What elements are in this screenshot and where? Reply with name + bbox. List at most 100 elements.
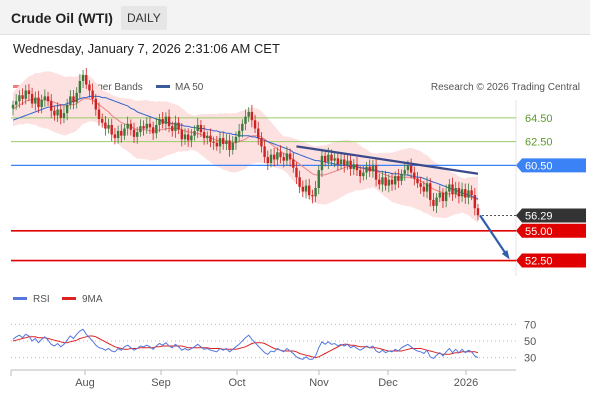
candle-body [43,96,47,100]
legend-label-ma50: MA 50 [175,82,204,93]
candle-body [368,166,371,172]
x-tick-label-3: Nov [309,377,329,389]
candle-body [381,177,384,185]
candle-body [397,176,400,181]
candle-body [464,189,467,198]
candle-body [457,188,461,197]
candle-body [88,84,91,91]
candle-body [234,136,238,143]
x-tick-label-5: 2026 [454,377,478,389]
candle-body [422,186,426,192]
candle-body [250,111,254,121]
x-tick-label-0: Aug [75,377,95,389]
candle-body [11,104,15,109]
candle-body [432,199,435,206]
level-label-5: 52.50 [525,256,553,268]
candle-body [429,183,432,200]
candle-body [378,179,381,185]
candle-body [400,173,403,181]
candle-body [454,188,457,194]
candle-body [110,124,113,135]
candle-body [123,128,126,136]
candle-body [311,195,314,197]
candle-body [78,80,82,93]
candle-body [174,122,177,131]
candle-body [190,135,193,141]
candle-body [94,98,98,110]
level-label-1: 62.50 [525,137,553,149]
candle-body [69,96,72,105]
level-label-0: 64.50 [525,113,553,125]
candle-body [72,96,75,103]
legend-swatch-9ma [62,297,76,300]
candle-body [393,176,397,185]
level-box-4 [516,223,586,238]
level-box-5 [516,253,586,268]
candle-body [244,116,247,124]
candle-body [365,166,368,173]
candle-body [409,165,413,173]
candle-body [59,109,62,118]
candle-body [323,155,327,162]
candle-body [298,177,301,187]
candle-body [85,75,88,85]
candle-body [460,189,464,197]
candle-body [222,138,225,144]
level-labels: 64.50 62.50 60.50 56.29 55.00 52.50 [516,113,586,268]
candle-body [339,159,343,165]
candle-body [343,159,346,166]
candle-body [371,165,375,172]
candle-body [292,159,295,168]
x-tick-label-1: Sep [151,377,171,389]
candle-body [276,152,279,160]
candle-body [260,138,263,147]
candle-body [126,123,129,129]
candle-body [330,154,333,161]
candle-body [40,100,43,108]
candle-body [285,153,289,161]
legend-swatch-rsi [13,297,27,300]
candle-body [257,128,260,139]
projection-arrow-head [501,250,510,260]
candle-body [263,146,266,158]
candle-body [346,160,349,166]
candle-body [129,123,133,130]
rsi-line [12,328,479,360]
candle-body [225,140,228,144]
candle-body [21,95,24,99]
candle-body [253,120,257,129]
candle-body [183,134,187,140]
candle-body [320,155,324,171]
level-lines [11,117,516,262]
candle-body [272,154,276,160]
candle-body [34,97,37,104]
level-box-2 [516,158,586,173]
candle-body [266,157,269,164]
level-label-4: 55.00 [525,226,553,238]
candle-body [97,109,101,120]
rsi-9ma-line [12,335,479,359]
annotations [296,145,510,260]
bollinger-band-fill [13,71,478,223]
chart-datetime: Wednesday, January 7, 2026 2:31:06 AM CE… [13,41,280,56]
candle-body [104,122,107,129]
candle-body [107,124,110,129]
candle-body [212,141,215,143]
candle-body [473,195,477,209]
candle-body [327,154,330,162]
candle-body [295,167,298,178]
candle-body [390,179,394,185]
candle-body [476,208,480,216]
candle-body [282,157,285,161]
candle-body [46,96,50,102]
legend-swatch-ma50 [156,85,170,88]
candle-body [279,152,282,158]
candle-body [113,134,117,139]
legend-label-9ma: 9MA [82,294,103,305]
candle-body [193,130,196,136]
instrument-title: Crude Oil (WTI) [11,10,113,26]
candle-body [358,170,362,177]
timeframe-tab[interactable]: DAILY [121,6,167,30]
candle-body [186,134,190,141]
candle-body [349,160,352,169]
